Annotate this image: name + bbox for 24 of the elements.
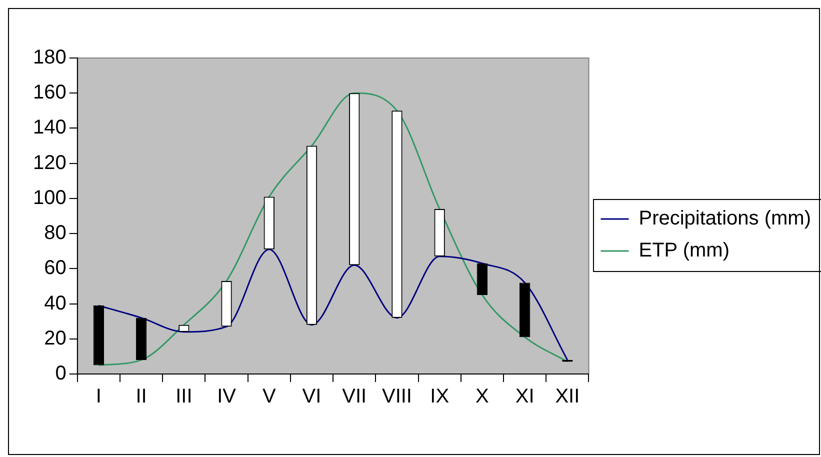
y-tick-label: 120 — [32, 152, 66, 174]
y-tick-label: 80 — [44, 222, 66, 244]
y-tick-label: 100 — [32, 186, 66, 209]
y-tick-label: 60 — [44, 257, 66, 280]
x-tick-label: VIII — [382, 386, 412, 408]
x-tick-label: V — [262, 386, 276, 408]
x-tick-label: IV — [217, 386, 237, 408]
x-tick-label: XI — [515, 386, 534, 408]
x-tick-label: III — [176, 386, 192, 408]
x-tick-label: VII — [342, 386, 367, 408]
x-tick-label: IX — [430, 386, 450, 408]
y-tick-label: 180 — [32, 46, 66, 69]
x-tick-label: XII — [555, 386, 580, 408]
y-tick-label: 160 — [32, 82, 66, 104]
y-tick-label: 0 — [55, 362, 66, 385]
y-tick-label: 140 — [32, 116, 66, 139]
x-tick-label: VI — [302, 386, 322, 408]
x-tick-label: II — [136, 386, 147, 408]
x-tick-label: X — [476, 386, 489, 408]
x-tick-label: I — [96, 386, 102, 408]
y-tick-label: 40 — [44, 292, 66, 314]
y-tick-label: 20 — [44, 327, 66, 350]
legend-label: Precipitations (mm) — [638, 208, 812, 230]
legend-label: ETP (mm) — [638, 240, 730, 262]
